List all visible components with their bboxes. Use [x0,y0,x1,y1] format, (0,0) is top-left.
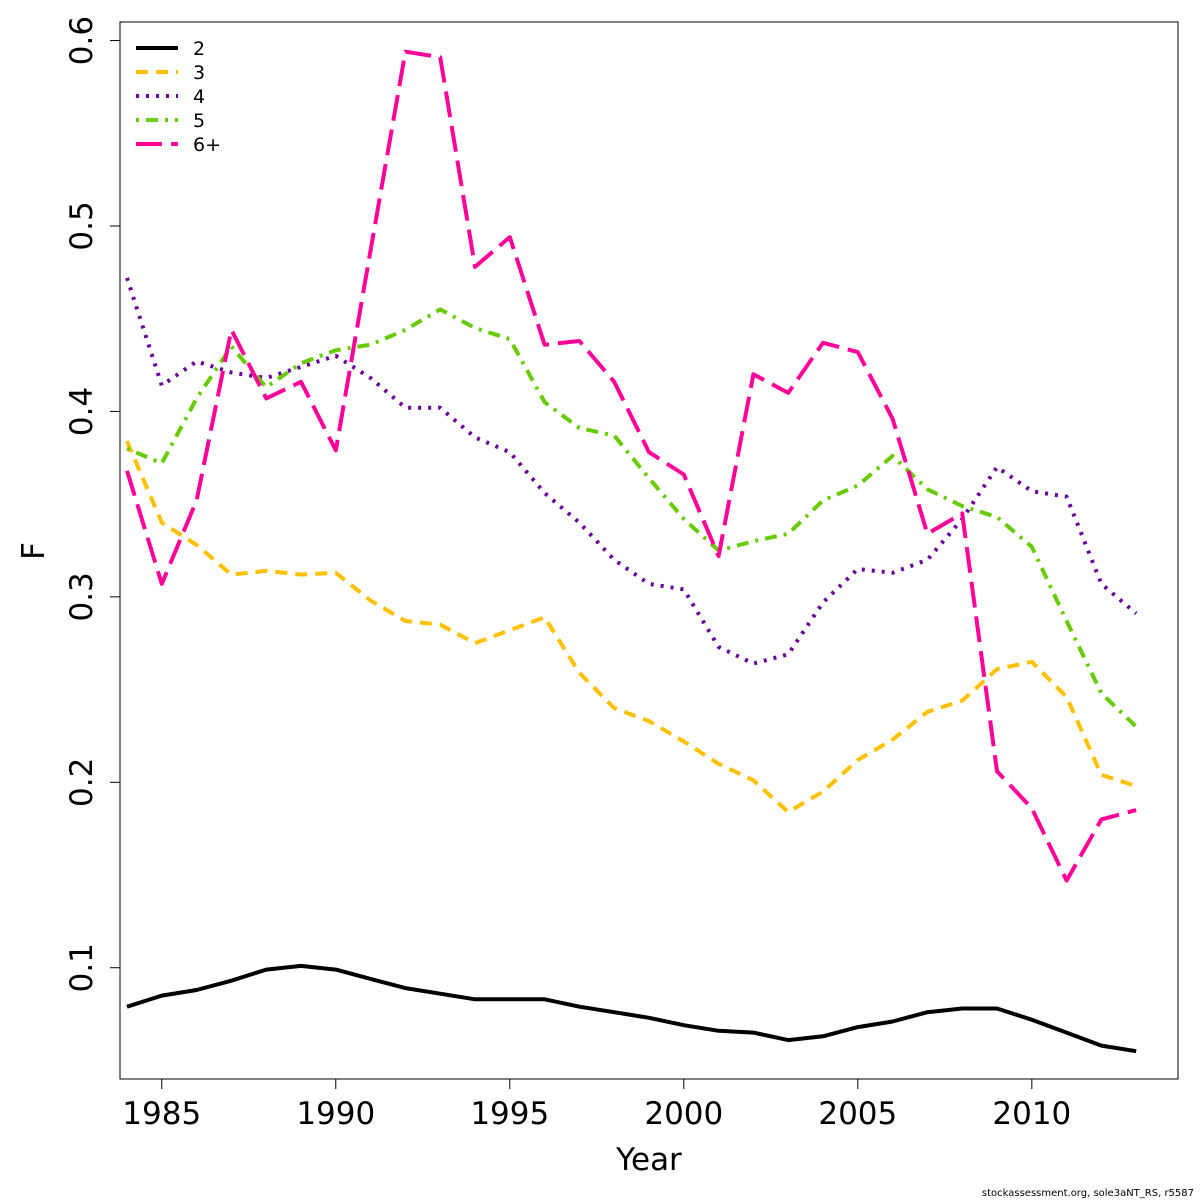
series-line-2 [125,440,1137,814]
plot-frame [119,21,1179,1080]
legend-label: 3 [193,62,205,84]
y-tick-label: 0.4 [64,387,100,436]
series-line-1 [126,963,1137,1054]
legend-label: 2 [193,38,205,60]
x-tick-label: 2005 [818,1096,897,1132]
y-tick-label: 0.2 [64,758,100,807]
x-axis: 1985 1990 1995 2000 2005 2010 [122,1079,1071,1132]
series-layer [125,49,1138,1054]
legend-label: 5 [193,110,205,132]
y-tick-label: 0.3 [64,572,100,621]
x-axis-title: Year [615,1142,682,1178]
x-tick-label: 1995 [470,1096,549,1132]
series-line-3 [125,277,1138,666]
x-tick-label: 2010 [992,1096,1071,1132]
legend-label: 6+ [193,134,221,156]
x-tick-label: 1990 [296,1096,375,1132]
x-tick-label: 2000 [644,1096,723,1132]
credit-text: stockassessment.org, sole3aNT_RS, r5587 [982,1188,1194,1199]
y-tick-label: 0.6 [64,16,100,65]
y-tick-label: 0.1 [64,943,100,992]
series-line-5 [125,49,1137,883]
x-tick-label: 1985 [122,1096,201,1132]
y-tick-label: 0.5 [64,201,100,250]
legend-label: 4 [193,86,205,108]
series-line-4 [126,307,1138,729]
y-axis: 0.1 0.2 0.3 0.4 0.5 0.6 [64,16,120,992]
y-axis-title: F [16,542,52,560]
